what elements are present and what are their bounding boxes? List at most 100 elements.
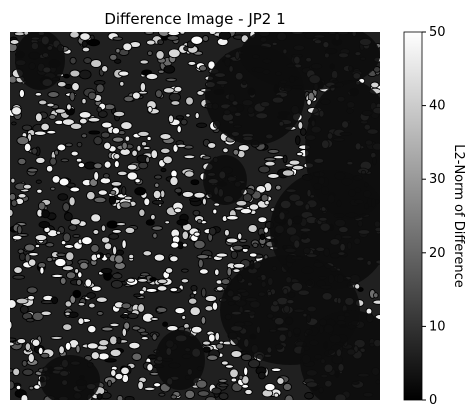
texture-blob bbox=[34, 234, 48, 242]
texture-blob bbox=[110, 181, 123, 187]
texture-blob bbox=[136, 144, 142, 152]
texture-blob bbox=[10, 341, 15, 347]
texture-blob bbox=[183, 154, 196, 160]
texture-blob bbox=[83, 57, 92, 64]
texture-blob bbox=[78, 111, 92, 119]
texture-blob bbox=[192, 209, 201, 217]
texture-blob bbox=[93, 196, 107, 204]
dark-region bbox=[240, 32, 380, 90]
texture-blob bbox=[273, 392, 280, 398]
texture-blob bbox=[69, 69, 81, 78]
texture-blob bbox=[142, 250, 153, 257]
texture-blob bbox=[79, 261, 89, 270]
texture-blob bbox=[214, 268, 220, 276]
texture-blob bbox=[64, 244, 75, 249]
texture-blob bbox=[190, 179, 200, 186]
texture-blob bbox=[26, 286, 38, 294]
texture-blob bbox=[134, 187, 147, 196]
texture-blob bbox=[95, 296, 108, 303]
colorbar-tick-label: 0 bbox=[429, 393, 437, 408]
texture-blob bbox=[124, 395, 135, 400]
texture-blob bbox=[131, 325, 141, 331]
difference-image bbox=[10, 32, 380, 400]
texture-blob bbox=[71, 82, 80, 92]
dark-region bbox=[155, 330, 205, 390]
texture-blob bbox=[189, 293, 196, 299]
texture-blob bbox=[198, 65, 207, 72]
texture-blob bbox=[189, 306, 201, 317]
texture-blob bbox=[20, 394, 29, 400]
texture-blob bbox=[90, 213, 102, 223]
texture-blob bbox=[118, 70, 130, 77]
texture-blob bbox=[208, 32, 217, 35]
texture-blob bbox=[163, 65, 176, 74]
texture-blob bbox=[96, 311, 104, 316]
texture-blob bbox=[100, 131, 111, 139]
texture-blob bbox=[215, 343, 224, 350]
texture-blob bbox=[115, 249, 125, 256]
texture-blob bbox=[93, 162, 103, 170]
texture-blob bbox=[157, 39, 165, 45]
texture-blob bbox=[75, 278, 83, 286]
texture-blob bbox=[86, 342, 99, 350]
texture-blob bbox=[87, 91, 97, 101]
texture-blob bbox=[258, 371, 266, 380]
texture-blob bbox=[11, 106, 22, 116]
texture-blob bbox=[49, 157, 57, 166]
texture-blob bbox=[121, 186, 127, 196]
texture-blob bbox=[40, 310, 52, 316]
texture-blob bbox=[92, 229, 100, 235]
texture-blob bbox=[174, 307, 186, 315]
texture-blob bbox=[56, 252, 67, 257]
texture-blob bbox=[200, 316, 207, 325]
colorbar-label: L2-Norm of Difference bbox=[451, 144, 466, 287]
texture-blob bbox=[124, 135, 131, 142]
texture-blob bbox=[229, 368, 239, 379]
texture-blob bbox=[248, 203, 260, 211]
texture-blob bbox=[215, 252, 229, 258]
texture-blob bbox=[221, 278, 231, 285]
texture-blob bbox=[51, 273, 64, 278]
texture-blob bbox=[139, 272, 150, 277]
texture-blob bbox=[145, 72, 159, 81]
texture-blob bbox=[111, 127, 121, 135]
texture-blob bbox=[149, 277, 157, 282]
texture-blob bbox=[86, 292, 97, 299]
texture-blob bbox=[145, 287, 158, 293]
texture-blob bbox=[170, 241, 180, 249]
texture-blob bbox=[197, 390, 210, 397]
texture-blob bbox=[62, 232, 71, 243]
texture-blob bbox=[218, 383, 229, 388]
texture-blob bbox=[88, 130, 101, 135]
texture-blob bbox=[119, 201, 132, 209]
texture-blob bbox=[115, 222, 127, 227]
texture-blob bbox=[167, 48, 181, 59]
texture-blob bbox=[10, 39, 20, 45]
texture-blob bbox=[86, 190, 96, 201]
texture-blob bbox=[170, 394, 178, 400]
texture-blob bbox=[224, 364, 234, 369]
texture-blob bbox=[139, 331, 150, 336]
texture-blob bbox=[232, 268, 241, 273]
texture-blob bbox=[176, 143, 187, 149]
texture-blob bbox=[304, 391, 314, 400]
texture-blob bbox=[59, 276, 67, 285]
texture-blob bbox=[270, 367, 282, 372]
texture-blob bbox=[64, 300, 73, 308]
texture-blob bbox=[124, 226, 136, 234]
texture-blob bbox=[100, 224, 107, 232]
texture-blob bbox=[100, 267, 113, 275]
texture-blob bbox=[41, 209, 50, 219]
texture-blob bbox=[10, 299, 17, 309]
texture-blob bbox=[93, 136, 103, 146]
texture-blob bbox=[16, 338, 27, 345]
texture-blob bbox=[61, 265, 74, 272]
texture-blob bbox=[141, 141, 148, 147]
texture-blob bbox=[126, 163, 138, 171]
texture-blob bbox=[102, 173, 110, 179]
texture-blob bbox=[202, 35, 210, 42]
texture-blob bbox=[167, 114, 175, 124]
texture-blob bbox=[194, 112, 200, 120]
texture-blob bbox=[264, 200, 270, 206]
